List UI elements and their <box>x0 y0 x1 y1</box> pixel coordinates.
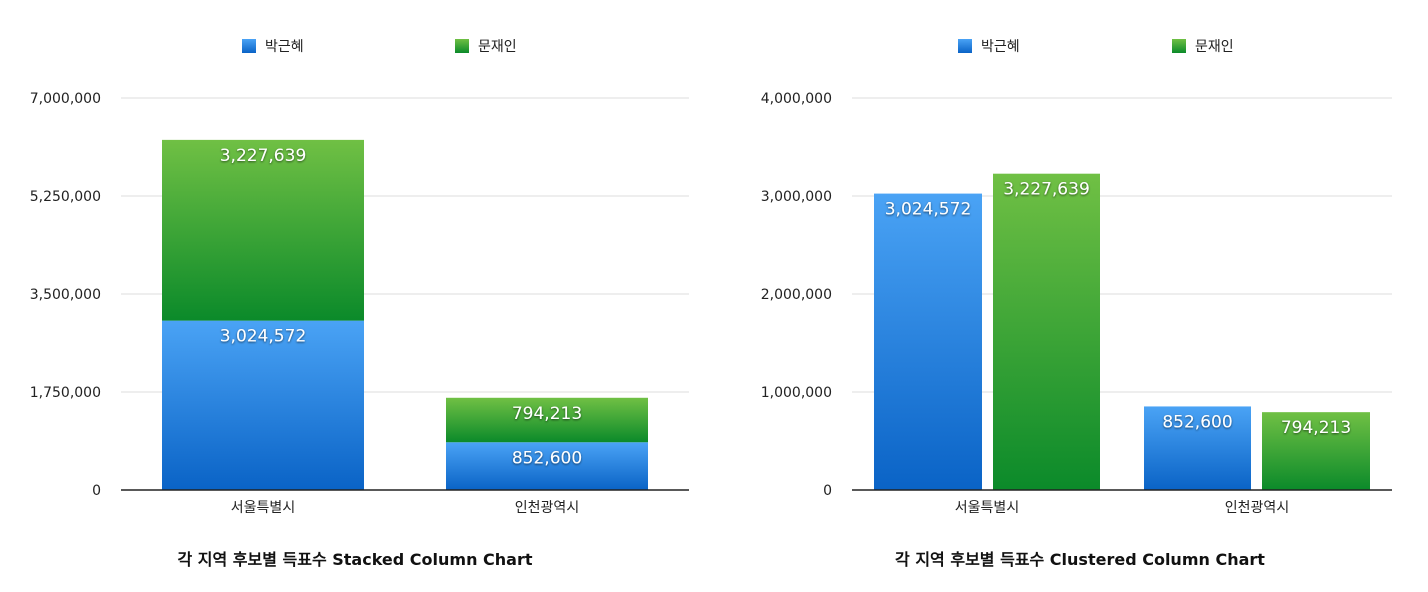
data-label: 852,600 <box>512 448 582 468</box>
legend-swatch <box>455 39 469 53</box>
legend-swatch <box>958 39 972 53</box>
legend-label: 문재인 <box>1195 39 1234 55</box>
legend-label: 문재인 <box>478 39 517 55</box>
data-label: 3,024,572 <box>220 327 307 347</box>
y-tick-label: 4,000,000 <box>761 91 832 107</box>
bar <box>874 193 982 490</box>
bar <box>446 397 648 443</box>
data-label: 794,213 <box>512 404 582 424</box>
data-label: 794,213 <box>1281 418 1351 438</box>
chart-title: 각 지역 후보별 득표수 Clustered Column Chart <box>895 550 1265 569</box>
bar <box>1144 406 1251 490</box>
y-tick-label: 1,750,000 <box>30 385 101 401</box>
bar <box>162 320 364 490</box>
chart-title: 각 지역 후보별 득표수 Stacked Column Chart <box>177 550 532 569</box>
y-tick-label: 3,500,000 <box>30 287 101 303</box>
legend-label: 박근혜 <box>265 39 304 55</box>
y-tick-label: 3,000,000 <box>761 189 832 205</box>
x-tick-label: 인천광역시 <box>515 500 579 516</box>
data-label: 3,227,639 <box>1003 180 1090 200</box>
data-label: 852,600 <box>1162 412 1232 432</box>
x-tick-label: 인천광역시 <box>1225 500 1289 516</box>
legend-label: 박근혜 <box>981 39 1020 55</box>
bar <box>993 173 1100 490</box>
y-tick-label: 5,250,000 <box>30 189 101 205</box>
legend-swatch <box>1172 39 1186 53</box>
y-tick-label: 7,000,000 <box>30 91 101 107</box>
legend-swatch <box>242 39 256 53</box>
y-tick-label: 0 <box>92 483 101 499</box>
x-tick-label: 서울특별시 <box>231 500 295 516</box>
x-tick-label: 서울특별시 <box>955 500 1019 516</box>
bar <box>446 442 648 490</box>
data-label: 3,227,639 <box>220 146 307 166</box>
bar <box>1262 412 1370 490</box>
bar <box>162 139 364 321</box>
y-tick-label: 1,000,000 <box>761 385 832 401</box>
data-label: 3,024,572 <box>885 200 972 220</box>
y-tick-label: 0 <box>823 483 832 499</box>
y-tick-label: 2,000,000 <box>761 287 832 303</box>
